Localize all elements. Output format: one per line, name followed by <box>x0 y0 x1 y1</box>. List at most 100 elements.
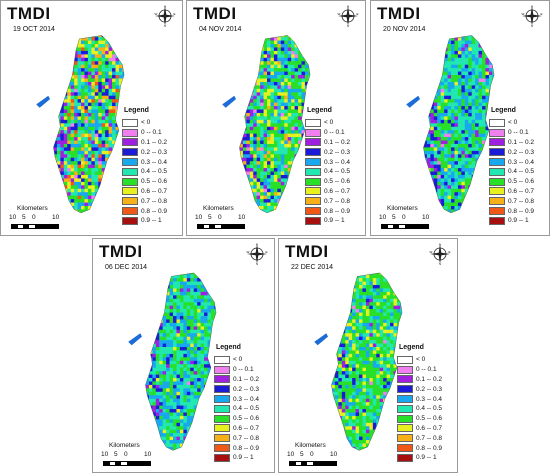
legend-swatch <box>489 167 505 176</box>
map-cell <box>74 35 78 38</box>
map-cell <box>190 360 194 365</box>
map-cell <box>159 291 163 296</box>
map-cell <box>81 123 85 127</box>
map-cell <box>77 212 82 213</box>
map-cell <box>74 71 78 76</box>
map-cell <box>190 278 194 282</box>
map-cell <box>112 64 116 69</box>
map-cell <box>270 116 275 121</box>
map-cell <box>60 61 65 65</box>
map-cell <box>444 164 448 169</box>
map-cell <box>284 92 288 96</box>
map-cell <box>444 37 448 41</box>
map-cell <box>53 106 58 110</box>
map-cell <box>267 88 271 93</box>
map-cell <box>60 71 65 76</box>
map-cell <box>108 171 113 176</box>
map-cell <box>485 130 490 134</box>
map-cell <box>101 68 106 72</box>
map-cell <box>56 88 61 93</box>
map-cell <box>56 85 61 90</box>
map-cell <box>70 202 75 207</box>
map-cell <box>447 35 452 38</box>
map-cell <box>145 398 146 403</box>
map-cell <box>173 295 177 300</box>
map-cell <box>482 154 486 159</box>
map-cell <box>87 174 92 179</box>
map-cell <box>84 126 89 131</box>
map-cell <box>115 140 120 145</box>
map-cell <box>53 64 54 69</box>
map-cell <box>60 188 65 193</box>
map-cell <box>94 150 99 155</box>
map-cell <box>294 209 299 213</box>
legend-title: Legend <box>124 107 149 114</box>
map-cell <box>287 123 292 127</box>
map-cell <box>77 130 82 134</box>
map-cell <box>270 50 275 55</box>
map-cell <box>246 81 251 86</box>
map-cell <box>183 360 188 365</box>
map-cell <box>173 364 177 368</box>
map-cell <box>471 92 476 96</box>
map-cell <box>249 95 254 100</box>
map-cell <box>488 61 493 65</box>
map-cell <box>81 185 85 190</box>
map-cell <box>63 164 68 169</box>
map-cell <box>287 95 292 100</box>
map-cell <box>56 188 61 193</box>
map-cell <box>270 174 275 179</box>
map-cell <box>298 71 302 76</box>
map-cell <box>190 305 194 310</box>
map-cell <box>468 178 472 183</box>
map-cell <box>155 412 160 417</box>
map-cell <box>249 140 254 145</box>
map-cell <box>56 102 61 107</box>
map-cell <box>101 150 106 155</box>
map-cell <box>256 123 261 127</box>
map-cell <box>179 360 184 365</box>
map-cell <box>423 71 428 76</box>
legend-entry: 0.6 -- 0.7 <box>305 187 365 197</box>
map-cell <box>273 174 278 179</box>
map-cell <box>239 140 240 145</box>
map-cell <box>155 305 160 310</box>
map-cell <box>423 154 424 159</box>
map-cell <box>105 137 109 141</box>
map-cell <box>77 178 82 183</box>
map-cell <box>155 309 160 313</box>
map-cell <box>87 178 92 183</box>
map-cell <box>162 374 167 379</box>
map-cell <box>207 398 212 403</box>
map-cell <box>475 195 479 200</box>
map-cell <box>159 360 163 365</box>
map-cell <box>482 85 486 90</box>
map-cell <box>287 143 292 148</box>
map-cell <box>56 157 61 162</box>
map-cell <box>197 336 201 341</box>
map-cell <box>179 398 184 403</box>
map-cell <box>249 171 254 176</box>
map-cell <box>273 143 278 148</box>
map-cell <box>482 40 486 45</box>
map-cell <box>108 161 113 165</box>
map-cell <box>60 44 65 48</box>
map-cell <box>152 381 157 386</box>
legend-entry: 0.1 -- 0.2 <box>122 138 182 148</box>
map-cell <box>482 157 486 162</box>
map-cell <box>464 37 469 41</box>
map-cell <box>239 154 244 159</box>
map-cell <box>239 185 244 190</box>
map-cell <box>183 419 188 424</box>
map-cell <box>440 68 445 72</box>
map-cell <box>207 378 212 382</box>
map-cell <box>148 391 153 396</box>
map-cell <box>152 357 157 362</box>
map-cell <box>115 78 120 83</box>
map-cell <box>464 206 469 210</box>
map-cell <box>253 112 257 117</box>
map-cell <box>461 140 466 145</box>
map-cell <box>190 374 194 379</box>
map-cell <box>312 51 316 55</box>
map-cell <box>464 171 469 176</box>
